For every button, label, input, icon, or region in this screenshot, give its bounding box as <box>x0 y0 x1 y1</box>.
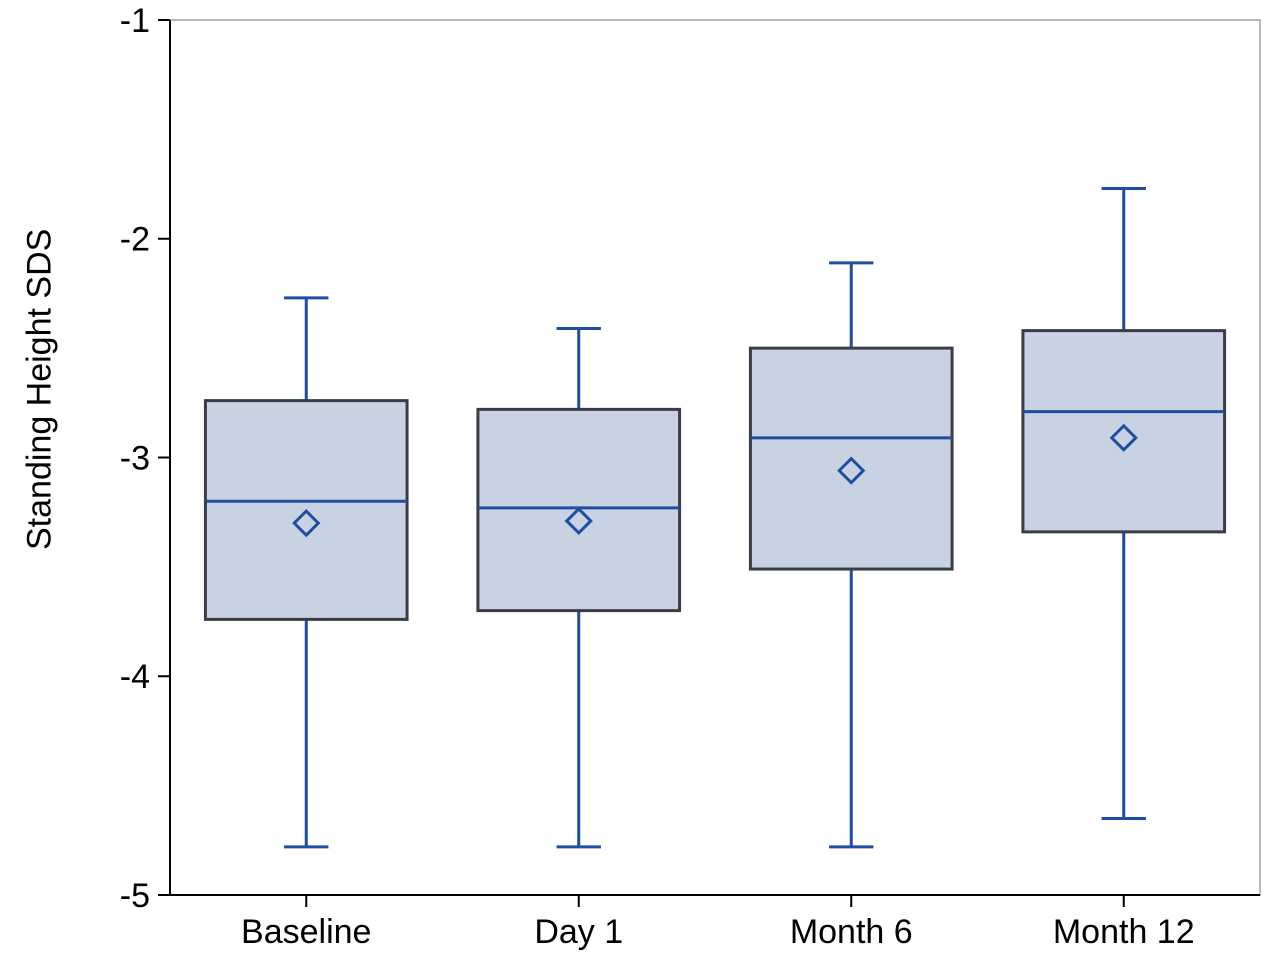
y-tick-label: -5 <box>120 877 150 915</box>
x-tick-label: Month 6 <box>790 913 913 951</box>
box <box>1023 331 1225 532</box>
y-tick-label: -1 <box>120 2 150 40</box>
y-tick-label: -4 <box>120 658 150 696</box>
chart-svg: -1 -2 -3 -4 -5 Baseline Day 1 Month 6 Month 12 <box>0 0 1280 964</box>
y-axis-label: Standing Height SDS <box>21 350 60 550</box>
x-tick-label: Day 1 <box>534 913 623 951</box>
boxplot-chart: Standing Height SDS -1 -2 -3 -4 -5 Baseline Da… <box>0 0 1280 964</box>
x-tick-label: Baseline <box>241 913 371 951</box>
y-tick-label: -3 <box>120 439 150 477</box>
x-tick-label: Month 12 <box>1053 913 1195 951</box>
y-tick-label: -2 <box>120 221 150 259</box>
